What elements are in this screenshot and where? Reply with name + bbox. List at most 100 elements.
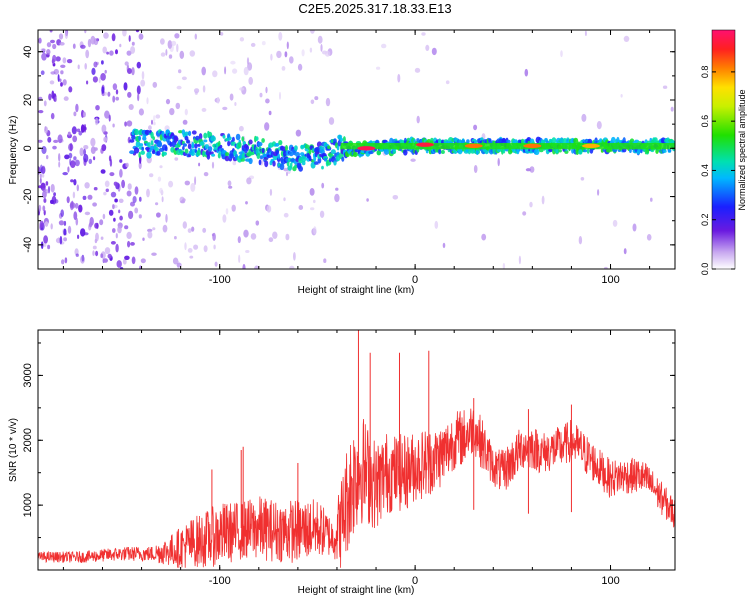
heatmap-noise-cell — [518, 255, 522, 265]
heatmap-noise-cell — [138, 161, 142, 170]
heatmap-noise-cell — [44, 126, 49, 134]
heatmap-noise-cell — [101, 60, 104, 65]
heatmap-noise-cell — [421, 32, 426, 36]
heatmap-ridge-cell — [383, 148, 390, 155]
heatmap-noise-cell — [76, 184, 80, 192]
heatmap-noise-cell — [46, 42, 52, 48]
heatmap-ridge-cell — [204, 144, 209, 149]
heatmap-noise-cell — [112, 95, 116, 103]
heatmap-noise-cell — [124, 61, 129, 66]
heatmap-noise-cell — [41, 188, 47, 192]
heatmap-noise-cell — [130, 201, 135, 207]
heatmap-noise-cell — [228, 185, 233, 189]
heatmap-noise-cell — [127, 91, 132, 98]
heatmap-noise-cell — [187, 228, 192, 234]
heatmap-noise-cell — [62, 172, 68, 176]
heatmap-noise-cell — [160, 189, 164, 196]
heatmap-noise-cell — [94, 117, 99, 126]
heatmap-noise-cell — [148, 125, 152, 131]
heatmap-noise-cell — [165, 49, 168, 56]
heatmap-noise-cell — [93, 61, 98, 68]
heatmap-ridge-cell — [583, 149, 588, 153]
heatmap-ridge-cell — [225, 152, 230, 157]
heatmap-noise-cell — [138, 108, 144, 116]
heatmap-noise-cell — [160, 52, 166, 57]
heatmap-noise-cell — [281, 66, 286, 71]
heatmap-ridge-cell — [224, 155, 230, 162]
heatmap-noise-cell — [201, 66, 206, 76]
heatmap-ridge-cell — [288, 151, 294, 157]
heatmap-noise-cell — [74, 202, 79, 209]
heatmap-ridge-cell — [190, 152, 195, 156]
heatmap-noise-cell — [68, 152, 73, 159]
heatmap-noise-cell — [123, 82, 128, 91]
heatmap-noise-cell — [115, 243, 119, 253]
heatmap-noise-cell — [134, 207, 139, 214]
heatmap-noise-cell — [53, 139, 59, 143]
spectrogram-heatmap — [38, 30, 675, 269]
spectrogram-panel: -100 0 100 -40 -20 0 20 40 Height of straight l… — [8, 29, 676, 296]
heatmap-noise-cell — [100, 236, 104, 240]
heatmap-noise-cell — [69, 142, 73, 152]
heatmap-noise-cell — [74, 159, 80, 167]
heatmap-noise-cell — [63, 237, 67, 242]
spectrogram-ylabel: Frequency (Hz) — [8, 116, 19, 185]
heatmap-noise-cell — [153, 121, 156, 126]
heatmap-noise-cell — [410, 158, 416, 162]
heatmap-noise-cell — [76, 128, 81, 133]
heatmap-noise-cell — [78, 131, 83, 136]
heatmap-noise-cell — [101, 124, 107, 134]
heatmap-noise-cell — [42, 165, 46, 174]
heatmap-noise-cell — [431, 47, 437, 56]
heatmap-noise-cell — [231, 204, 236, 212]
heatmap-noise-cell — [529, 166, 535, 173]
heatmap-noise-cell — [136, 85, 141, 95]
heatmap-noise-cell — [87, 38, 92, 48]
heatmap-ridge-cell — [237, 141, 242, 149]
heatmap-noise-cell — [146, 188, 150, 198]
heatmap-noise-cell — [117, 225, 122, 234]
heatmap-noise-cell — [248, 76, 253, 85]
heatmap-noise-cell — [178, 69, 182, 74]
heatmap-noise-cell — [68, 86, 73, 93]
heatmap-noise-cell — [112, 228, 116, 233]
heatmap-noise-cell — [623, 248, 627, 255]
heatmap-noise-cell — [42, 190, 47, 199]
heatmap-noise-cell — [224, 66, 227, 75]
heatmap-noise-cell — [83, 145, 89, 150]
heatmap-ridge-cell — [150, 140, 154, 146]
ytick-label: -40 — [22, 237, 34, 253]
heatmap-noise-cell — [137, 93, 140, 102]
heatmap-noise-cell — [75, 217, 79, 226]
heatmap-noise-cell — [198, 162, 201, 167]
heatmap-noise-cell — [560, 50, 563, 58]
heatmap-ridge-cell — [548, 148, 554, 152]
heatmap-noise-cell — [176, 85, 182, 90]
spectrogram-xlabel: Height of straight line (km) — [298, 285, 415, 296]
heatmap-noise-cell — [279, 91, 281, 100]
xtick-label: -100 — [209, 575, 231, 587]
heatmap-noise-cell — [104, 247, 111, 255]
heatmap-noise-cell — [245, 250, 250, 253]
heatmap-noise-cell — [110, 191, 117, 198]
heatmap-noise-cell — [502, 262, 506, 269]
heatmap-noise-cell — [46, 155, 49, 160]
heatmap-core-band — [340, 142, 675, 150]
heatmap-noise-cell — [581, 113, 587, 122]
heatmap-noise-cell — [321, 182, 325, 189]
heatmap-ridge-cell — [157, 141, 163, 148]
heatmap-noise-cell — [416, 115, 420, 124]
heatmap-noise-cell — [310, 99, 315, 105]
heatmap-noise-cell — [82, 195, 87, 200]
heatmap-noise-cell — [182, 198, 186, 202]
heatmap-ridge-cell — [228, 136, 232, 141]
heatmap-ridge-cell — [231, 136, 235, 143]
heatmap-ridge-cell — [289, 162, 293, 169]
heatmap-noise-cell — [87, 194, 93, 200]
heatmap-noise-cell — [64, 257, 68, 264]
heatmap-noise-cell — [53, 68, 59, 75]
heatmap-noise-cell — [39, 220, 44, 228]
heatmap-noise-cell — [108, 155, 112, 162]
heatmap-noise-cell — [45, 189, 49, 194]
heatmap-noise-cell — [95, 105, 100, 111]
